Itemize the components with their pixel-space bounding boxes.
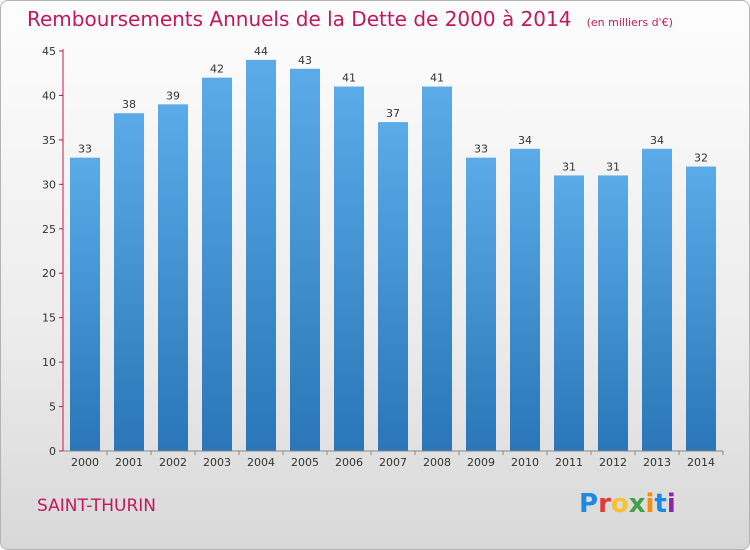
logo-letter: i bbox=[666, 489, 676, 519]
commune-name: SAINT-THURIN bbox=[37, 496, 157, 516]
y-tick-label-35: 35 bbox=[42, 134, 56, 147]
y-tick-label-5: 5 bbox=[49, 401, 56, 414]
logo-letter: o bbox=[610, 489, 629, 519]
data-label-2003: 42 bbox=[210, 63, 224, 76]
x-tick-label-2011: 2011 bbox=[555, 456, 583, 469]
data-label-2002: 39 bbox=[166, 89, 180, 102]
data-label-2004: 44 bbox=[254, 45, 268, 58]
data-label-2009: 33 bbox=[474, 143, 488, 156]
x-tick-label-2001: 2001 bbox=[115, 456, 143, 469]
y-tick-label-15: 15 bbox=[42, 312, 56, 325]
y-tick-label-25: 25 bbox=[42, 223, 56, 236]
bar-2014 bbox=[686, 166, 716, 452]
bar-2008 bbox=[422, 86, 452, 452]
data-label-2011: 31 bbox=[562, 160, 576, 173]
data-label-2000: 33 bbox=[78, 143, 92, 156]
data-label-2013: 34 bbox=[650, 134, 664, 147]
bar-2001 bbox=[114, 113, 144, 451]
x-tick-label-2004: 2004 bbox=[247, 456, 275, 469]
logo-letter: i bbox=[645, 489, 655, 519]
x-tick-label-2007: 2007 bbox=[379, 456, 407, 469]
data-label-2006: 41 bbox=[342, 72, 356, 85]
bar-2011 bbox=[554, 175, 584, 451]
bar-2012 bbox=[598, 175, 628, 451]
y-tick-label-20: 20 bbox=[42, 267, 56, 280]
bar-2010 bbox=[510, 148, 540, 451]
data-label-2010: 34 bbox=[518, 134, 532, 147]
bar-2013 bbox=[642, 148, 672, 451]
y-tick-label-30: 30 bbox=[42, 178, 56, 191]
x-tick-label-2012: 2012 bbox=[599, 456, 627, 469]
bar-2004 bbox=[246, 59, 276, 452]
x-tick-label-2002: 2002 bbox=[159, 456, 187, 469]
logo-letter: P bbox=[579, 489, 599, 519]
y-tick-label-45: 45 bbox=[42, 45, 56, 58]
x-tick-label-2003: 2003 bbox=[203, 456, 231, 469]
y-tick-label-0: 0 bbox=[49, 445, 56, 458]
x-tick-label-2010: 2010 bbox=[511, 456, 539, 469]
x-tick-label-2005: 2005 bbox=[291, 456, 319, 469]
data-label-2001: 38 bbox=[122, 98, 136, 111]
bar-2003 bbox=[202, 77, 232, 452]
data-label-2014: 32 bbox=[694, 152, 708, 165]
proxiti-logo: Proxiti bbox=[579, 489, 676, 519]
y-tick-label-40: 40 bbox=[42, 89, 56, 102]
bar-2000 bbox=[70, 157, 100, 451]
bar-2006 bbox=[334, 86, 364, 452]
data-label-2012: 31 bbox=[606, 160, 620, 173]
logo-letter: t bbox=[654, 489, 667, 519]
x-tick-label-2014: 2014 bbox=[687, 456, 715, 469]
unit-note: (en milliers d'€) bbox=[586, 16, 673, 29]
logo-letter: x bbox=[628, 489, 646, 519]
axes-group: 2000 2001 2002 2003 2004 2005 2006 2007 2008 2009… bbox=[42, 45, 724, 469]
logo-letter: r bbox=[598, 489, 611, 519]
bars-group: 33 38 39 42 44 43 41 37 41 33 34 31 31 34 32 bbox=[70, 45, 716, 452]
bar-2002 bbox=[158, 104, 188, 451]
data-label-2005: 43 bbox=[298, 54, 312, 67]
x-tick-label-2008: 2008 bbox=[423, 456, 451, 469]
x-tick-label-2013: 2013 bbox=[643, 456, 671, 469]
bar-2007 bbox=[378, 122, 408, 451]
chart-title: Remboursements Annuels de la Dette de 20… bbox=[27, 7, 572, 31]
y-tick-label-10: 10 bbox=[42, 356, 56, 369]
x-tick-label-2009: 2009 bbox=[467, 456, 495, 469]
bar-2009 bbox=[466, 157, 496, 451]
title-row: Remboursements Annuels de la Dette de 20… bbox=[27, 7, 673, 31]
x-tick-label-2000: 2000 bbox=[71, 456, 99, 469]
data-label-2008: 41 bbox=[430, 72, 444, 85]
data-label-2007: 37 bbox=[386, 107, 400, 120]
bar-2005 bbox=[290, 68, 320, 452]
x-tick-label-2006: 2006 bbox=[335, 456, 363, 469]
